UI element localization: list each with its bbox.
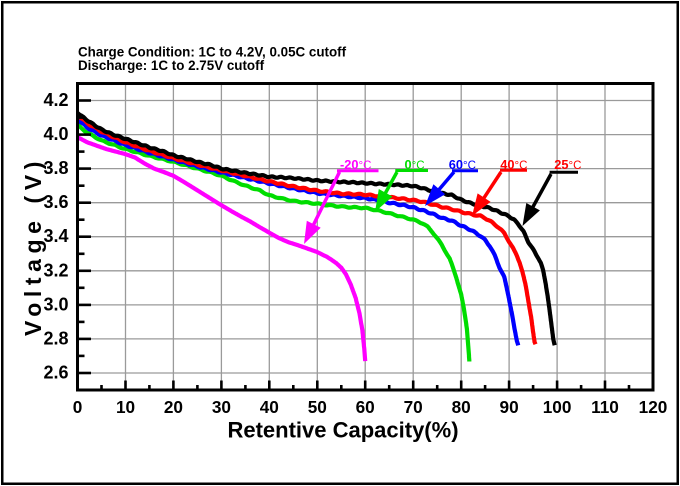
svg-text:80: 80	[452, 397, 471, 417]
svg-text:60: 60	[356, 397, 375, 417]
svg-text:Discharge: 1C to 2.75V cutoff: Discharge: 1C to 2.75V cutoff	[78, 58, 265, 73]
svg-text:4.0: 4.0	[43, 124, 68, 144]
svg-text:2.6: 2.6	[43, 363, 68, 383]
svg-text:-20°C: -20°C	[340, 157, 371, 172]
svg-text:10: 10	[116, 397, 135, 417]
svg-text:Voltage (V): Voltage (V)	[20, 156, 46, 336]
svg-text:20: 20	[164, 397, 183, 417]
svg-text:3.2: 3.2	[43, 260, 68, 280]
svg-text:4.2: 4.2	[43, 90, 68, 110]
svg-text:3.8: 3.8	[43, 158, 68, 178]
svg-text:60°C: 60°C	[449, 157, 476, 172]
svg-text:3.4: 3.4	[43, 226, 68, 246]
svg-text:Charge Condition: 1C to 4.2V,: Charge Condition: 1C to 4.2V, 0.05C cuto…	[78, 45, 347, 60]
svg-text:120: 120	[639, 397, 668, 417]
svg-text:70: 70	[404, 397, 423, 417]
svg-text:Retentive Capacity(%): Retentive Capacity(%)	[227, 418, 458, 443]
svg-text:50: 50	[308, 397, 327, 417]
svg-text:100: 100	[543, 397, 572, 417]
svg-text:110: 110	[591, 397, 619, 417]
svg-text:90: 90	[500, 397, 519, 417]
svg-text:3.6: 3.6	[43, 192, 68, 212]
svg-text:0: 0	[73, 397, 83, 417]
svg-text:25°C: 25°C	[554, 157, 581, 172]
svg-text:3.0: 3.0	[43, 294, 68, 314]
svg-text:2.8: 2.8	[43, 328, 68, 348]
svg-text:30: 30	[212, 397, 231, 417]
svg-text:40: 40	[260, 397, 279, 417]
